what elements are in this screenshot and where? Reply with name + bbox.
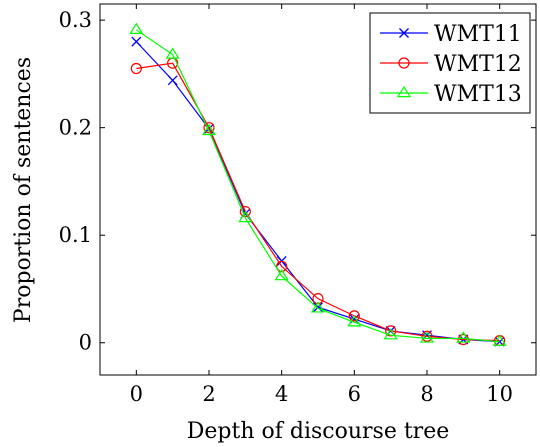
y-tick-label: 0 [79, 331, 92, 355]
x-tick-label: 2 [202, 382, 215, 406]
data-point-wmt12 [312, 293, 324, 305]
data-point-wmt13 [129, 22, 144, 35]
data-point-wmt13 [274, 268, 289, 281]
data-point-wmt13 [310, 301, 326, 313]
axis-ticks: 0 2 4 6 8 10 0 0.1 0.2 0.3 [59, 4, 536, 406]
data-point-wmt12 [348, 310, 360, 322]
data-point-wmt12 [203, 122, 215, 134]
data-point-wmt13 [456, 331, 471, 343]
data-point-wmt11 [313, 302, 323, 313]
y-axis-label: Proportion of sentences [11, 57, 36, 323]
data-point-wmt12 [276, 260, 288, 272]
legend: WMT11 WMT12 WMT13 [369, 12, 531, 114]
data-point-wmt13 [383, 328, 398, 340]
data-point-wmt13 [419, 331, 435, 343]
x-tick-label: 4 [275, 382, 288, 406]
series-line-wmt13 [135, 29, 500, 343]
y-tick-label: 0.1 [59, 223, 92, 247]
marker-stroke [399, 28, 409, 38]
marker-stroke [313, 302, 323, 313]
data-point-wmt13 [492, 334, 507, 346]
legend-label-wmt12: WMT12 [434, 52, 522, 77]
y-tick-label: 0.2 [59, 116, 92, 140]
x-tick-label: 0 [130, 382, 143, 406]
legend-label-wmt13: WMT13 [434, 82, 522, 107]
x-axis-label: Depth of discourse tree [187, 419, 450, 444]
data-point-wmt11 [167, 75, 178, 86]
data-point-wmt13 [201, 123, 217, 136]
legend-marker-wmt13 [396, 85, 412, 98]
legend-marker-wmt12 [398, 57, 410, 69]
data-point-wmt12 [130, 62, 142, 75]
data-point-wmt13 [238, 210, 253, 223]
x-tick-label: 8 [420, 382, 433, 406]
x-tick-label: 10 [486, 382, 513, 406]
x-tick-label: 6 [348, 382, 361, 406]
data-point-wmt13 [347, 315, 362, 327]
data-point-wmt11 [131, 36, 142, 47]
series-layer [129, 22, 507, 347]
data-point-wmt12 [385, 325, 397, 337]
legend-label-wmt11: WMT11 [434, 22, 522, 47]
data-point-wmt12 [421, 330, 433, 342]
y-tick-label: 0.3 [59, 8, 92, 32]
data-point-wmt13 [165, 47, 180, 59]
marker-stroke [167, 75, 178, 86]
plot-frame [99, 3, 537, 376]
marker-stroke [131, 36, 142, 47]
series-wmt13 [129, 22, 507, 346]
legend-marker-wmt11 [399, 28, 409, 38]
